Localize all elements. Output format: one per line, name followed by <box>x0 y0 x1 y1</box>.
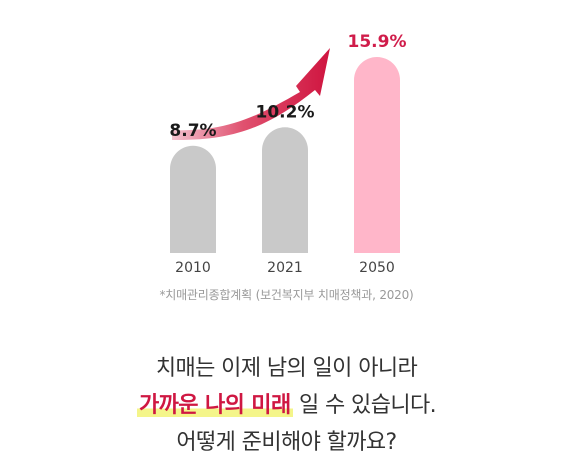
growth-arrow-icon <box>172 48 330 141</box>
x-tick-2021: 2021 <box>267 260 303 276</box>
headline-line-2-rest: 일 수 있습니다. <box>292 393 437 418</box>
value-label-2021: 10.2% <box>256 102 315 122</box>
headline-line-3: 어떻게 준비해야 할까요? <box>176 430 397 455</box>
headline-line-2: 가까운 나의 미래 일 수 있습니다. <box>0 387 573 424</box>
headline-line-1: 치매는 이제 남의 일이 아니라 <box>155 356 418 381</box>
bar-2050 <box>354 57 400 254</box>
headline: 치매는 이제 남의 일이 아니라 가까운 나의 미래 일 수 있습니다. 어떻게… <box>0 350 573 461</box>
bar-2021 <box>262 127 308 253</box>
value-label-2050: 15.9% <box>348 32 407 52</box>
x-tick-2010: 2010 <box>175 260 211 276</box>
value-label-2010: 8.7% <box>169 121 216 141</box>
source-note: *치매관리종합계획 (보건복지부 치매정책과, 2020) <box>159 288 414 302</box>
headline-highlight: 가까운 나의 미래 <box>136 393 293 418</box>
bar-chart: 8.7% 2010 10.2% 2021 15.9% 2050 <box>169 32 407 276</box>
bar-2010 <box>170 145 216 253</box>
x-tick-2050: 2050 <box>359 260 395 276</box>
